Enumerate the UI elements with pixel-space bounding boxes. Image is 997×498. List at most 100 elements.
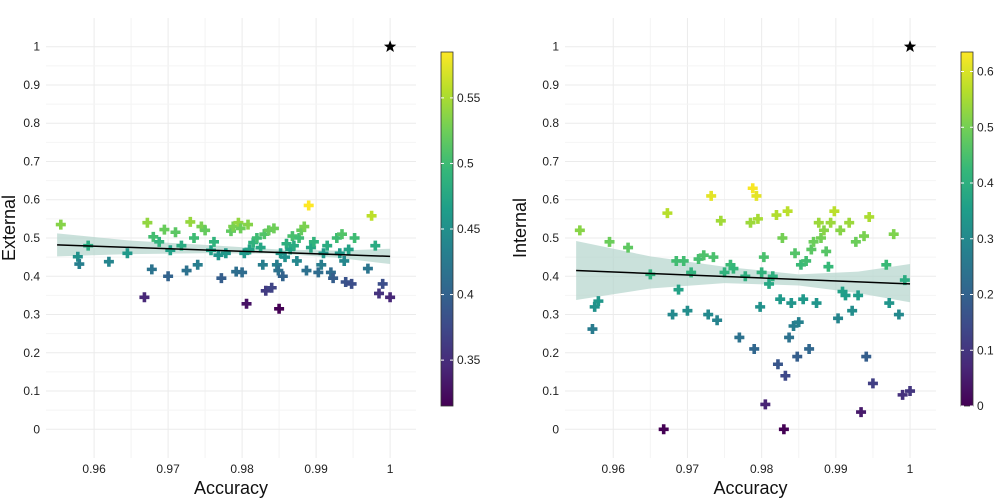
data-point <box>795 259 806 270</box>
data-point <box>771 210 782 221</box>
x-tick-label: 0.99 <box>824 462 848 476</box>
data-point <box>682 305 693 316</box>
data-point <box>228 221 239 232</box>
data-point <box>233 217 244 228</box>
data-point <box>349 233 360 243</box>
data-point <box>159 224 170 235</box>
x-tick-label: 0.98 <box>750 462 774 476</box>
data-point <box>821 246 832 257</box>
data-point <box>281 238 292 249</box>
data-point <box>185 216 196 227</box>
colorbar-tick-label: 0.35 <box>457 353 481 367</box>
data-point <box>163 271 174 282</box>
data-point <box>55 219 66 230</box>
data-point <box>299 221 310 232</box>
x-tick-label: 1 <box>907 462 914 476</box>
data-point <box>740 271 751 282</box>
colorbar-tick-label: 0.1 <box>977 343 994 357</box>
data-point <box>103 256 114 267</box>
data-point <box>728 263 739 274</box>
y-tick-label: 0.5 <box>23 231 40 245</box>
data-point <box>804 343 815 354</box>
y-axis-title: External <box>0 195 19 261</box>
data-point <box>263 225 274 236</box>
data-point <box>884 298 895 309</box>
y-tick-label: 0.2 <box>542 346 559 360</box>
x-tick-label: 0.99 <box>304 462 328 476</box>
gridlines <box>46 18 416 458</box>
data-point <box>377 278 388 289</box>
y-tick-label: 0.3 <box>23 308 40 322</box>
data-point <box>905 386 916 397</box>
data-point <box>847 305 858 316</box>
data-point <box>251 233 262 243</box>
y-tick-label: 0.5 <box>542 231 559 245</box>
data-point <box>864 211 875 222</box>
data-point <box>313 267 324 278</box>
reference-star <box>903 40 917 52</box>
data-point <box>273 265 284 276</box>
data-point <box>756 267 767 278</box>
data-point <box>239 248 250 259</box>
colorbar: 0.35 0.4 0.45 0.5 0.55 <box>440 51 481 407</box>
data-point <box>303 200 314 211</box>
data-point <box>288 240 299 251</box>
y-tick-label: 0.1 <box>542 384 559 398</box>
data-point <box>813 217 824 228</box>
data-point <box>751 190 762 201</box>
panel-external: 0.96 0.97 0.98 0.99 1 0 0.1 0.2 0.3 0.4 0.5 0.6 0.7 0… <box>0 18 481 498</box>
data-point <box>322 240 333 251</box>
y-tick-label: 0.3 <box>542 308 559 322</box>
data-point <box>139 292 150 303</box>
data-point <box>165 245 176 256</box>
y-tick-label: 0 <box>552 422 559 436</box>
y-tick-label: 1 <box>33 40 40 54</box>
y-tick-label: 0.7 <box>23 154 40 168</box>
data-point <box>74 259 85 270</box>
data-point <box>782 206 793 217</box>
data-point <box>888 229 899 240</box>
data-point <box>808 236 819 247</box>
data-point <box>844 217 855 228</box>
data-point <box>200 225 211 236</box>
trend-line <box>57 244 391 258</box>
data-point <box>291 255 302 266</box>
data-point <box>793 317 804 328</box>
data-point <box>244 244 255 255</box>
data-point <box>840 290 851 301</box>
y-tick-label: 0.9 <box>542 78 559 92</box>
data-point <box>340 277 351 287</box>
trend-line <box>576 269 911 285</box>
data-point <box>243 219 254 230</box>
data-point <box>301 265 312 276</box>
data-point <box>784 332 795 343</box>
data-point <box>811 298 822 309</box>
x-axis-title: Accuracy <box>194 478 268 498</box>
data-point <box>237 267 248 278</box>
data-point <box>370 240 381 251</box>
data-point <box>280 252 291 263</box>
data-point <box>818 225 829 236</box>
data-point <box>366 210 377 221</box>
data-point <box>815 233 826 243</box>
data-point <box>673 284 684 295</box>
data-point <box>122 248 133 259</box>
y-tick-label: 0.9 <box>23 78 40 92</box>
data-point <box>767 271 778 282</box>
data-point <box>693 254 704 265</box>
data-point <box>266 282 277 293</box>
y-tick-label: 0.1 <box>23 384 40 398</box>
data-point <box>715 215 726 226</box>
data-point <box>142 217 153 228</box>
data-point <box>316 259 327 270</box>
x-tick-label: 0.96 <box>82 462 106 476</box>
data-point <box>308 236 319 247</box>
data-point <box>593 296 604 307</box>
data-point <box>703 309 714 320</box>
data-point <box>788 321 799 331</box>
data-point <box>294 233 305 243</box>
data-point <box>856 407 867 418</box>
data-point <box>752 213 763 224</box>
confidence-ribbon <box>576 241 911 303</box>
x-axis-title: Accuracy <box>713 478 787 498</box>
